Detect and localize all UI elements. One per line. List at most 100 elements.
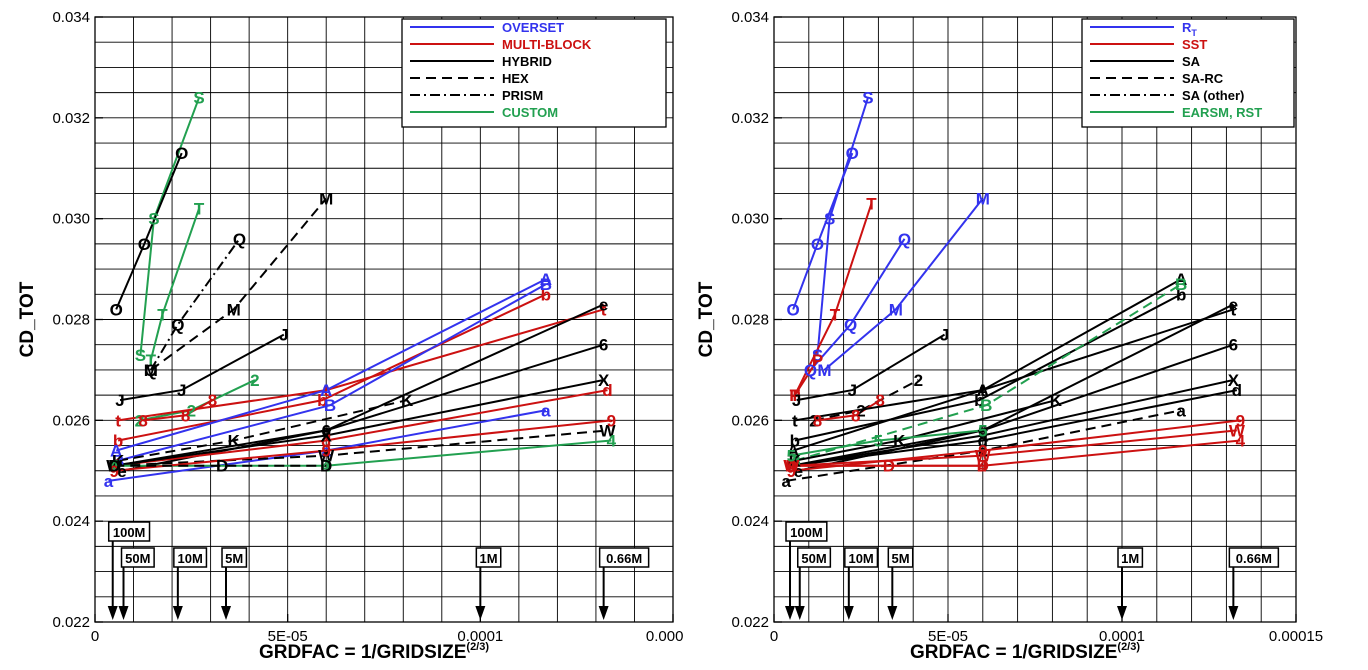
data-point-a: a <box>978 442 988 461</box>
grid-size-label-10M: 10M <box>177 551 202 566</box>
data-point-8: 8 <box>208 391 217 410</box>
series-line-9 <box>791 419 1241 472</box>
series-line-5 <box>791 429 983 457</box>
data-point-4: 4 <box>1236 432 1246 451</box>
data-point-t: t <box>323 381 329 400</box>
grid-size-arrow-head <box>1228 606 1239 620</box>
series-line-J <box>119 333 285 402</box>
grid-size-arrow-head <box>107 606 118 620</box>
data-point-J: J <box>279 326 288 345</box>
data-point-K: K <box>112 452 125 471</box>
legend-label: OVERSET <box>502 20 564 35</box>
data-point-J: J <box>940 326 949 345</box>
data-point-O: O <box>175 144 188 163</box>
data-point-8: 8 <box>138 411 147 430</box>
data-point-Q: Q <box>171 316 184 335</box>
data-point-t: t <box>115 411 121 430</box>
data-point-B: B <box>980 396 992 415</box>
data-point-9: 9 <box>110 462 119 481</box>
x-tick-label: 0 <box>91 628 99 645</box>
data-point-M: M <box>144 361 158 380</box>
data-point-6: 6 <box>321 421 330 440</box>
data-point-O: O <box>846 144 859 163</box>
grid-size-box-50M <box>120 547 155 568</box>
data-point-6: 6 <box>787 457 796 476</box>
x-tick-label: 5E-05 <box>268 628 308 645</box>
series-line-Q <box>150 238 241 371</box>
y-axis-title: CD_TOT <box>17 281 38 357</box>
x-tick-label: 0.0001 <box>457 628 503 645</box>
data-point-d: d <box>321 432 331 451</box>
data-point-Q: Q <box>898 230 911 249</box>
data-point-9: 9 <box>978 442 987 461</box>
series-line-T <box>793 203 873 396</box>
grid-size-arrow-head <box>887 606 898 620</box>
y-tick-label: 0.024 <box>52 513 90 530</box>
data-point-W: W <box>1229 421 1246 440</box>
legend-label: SST <box>1182 37 1207 52</box>
data-point-O: O <box>138 235 151 254</box>
data-point-a: a <box>321 442 331 461</box>
data-point-S: S <box>148 210 159 229</box>
grid-size-label-0.66M: 0.66M <box>1236 551 1272 566</box>
data-point-D: D <box>320 457 332 476</box>
data-point-A: A <box>540 270 552 289</box>
series-line-M <box>823 197 984 371</box>
data-point-e: e <box>321 421 330 440</box>
series-line-W <box>791 429 1237 467</box>
data-point-t: t <box>601 300 607 319</box>
grid-size-label-5M: 5M <box>891 551 909 566</box>
data-point-2: 2 <box>187 401 196 420</box>
data-point-O: O <box>787 300 800 319</box>
legend-label: HEX <box>502 71 529 86</box>
data-point-A: A <box>320 381 332 400</box>
grid-size-markers: 100M 50M 10M 5M 1M 0.66M <box>107 521 650 620</box>
series-line-O <box>792 152 854 310</box>
grid-size-arrow-head <box>1117 606 1127 620</box>
y-tick-label: 0.022 <box>52 614 90 631</box>
data-point-W: W <box>106 457 123 476</box>
grid-size-label-1M: 1M <box>480 551 498 566</box>
chart-right-turbulence-models: 0 5E-05 0.0001 0.00015 0.022 0.024 0.026 0.028 0… <box>696 9 1323 663</box>
data-point-a: a <box>104 472 114 491</box>
grid-size-arrow-head <box>475 606 486 620</box>
legend-label: SA <box>1182 54 1201 69</box>
grid-size-arrow-head <box>118 606 129 620</box>
data-point-9: 9 <box>607 411 616 430</box>
x-axis-title: GRDFAC = 1/GRIDSIZE(2/3) <box>259 641 489 663</box>
y-tick-label: 0.022 <box>731 614 769 631</box>
x-tick-label: 0.0001 <box>1099 628 1145 645</box>
data-point-T: T <box>194 200 205 219</box>
y-tick-label: 0.024 <box>731 513 769 530</box>
grid-size-arrow-head <box>785 606 796 620</box>
data-point-A: A <box>977 381 989 400</box>
data-point-S: S <box>862 89 873 108</box>
data-point-W: W <box>318 447 335 466</box>
grid-size-box-10M <box>844 547 879 568</box>
data-point-Q: Q <box>144 361 157 380</box>
data-point-K: K <box>228 432 241 451</box>
legend-box <box>401 18 667 128</box>
series-line-b <box>117 293 547 442</box>
series-line-X <box>791 379 1234 467</box>
data-point-d: d <box>602 381 612 400</box>
legend-label: CUSTOM <box>502 105 558 120</box>
data-point-9: 9 <box>787 462 796 481</box>
data-point-t: t <box>1231 300 1237 319</box>
grid-size-box-100M <box>107 521 151 542</box>
grid-size-box-50M <box>797 547 832 568</box>
data-point-4: 4 <box>787 457 797 476</box>
data-point-P: P <box>789 386 800 405</box>
data-point-Q: Q <box>233 230 246 249</box>
legend-label: EARSM, RST <box>1182 105 1262 120</box>
data-point-b: b <box>974 391 984 410</box>
data-point-d: d <box>109 457 119 476</box>
data-point-e: e <box>599 295 608 314</box>
series-line-6 <box>114 343 604 467</box>
grid-size-arrow-head <box>221 606 232 620</box>
data-point-O: O <box>811 235 824 254</box>
series-line-W <box>114 429 608 467</box>
